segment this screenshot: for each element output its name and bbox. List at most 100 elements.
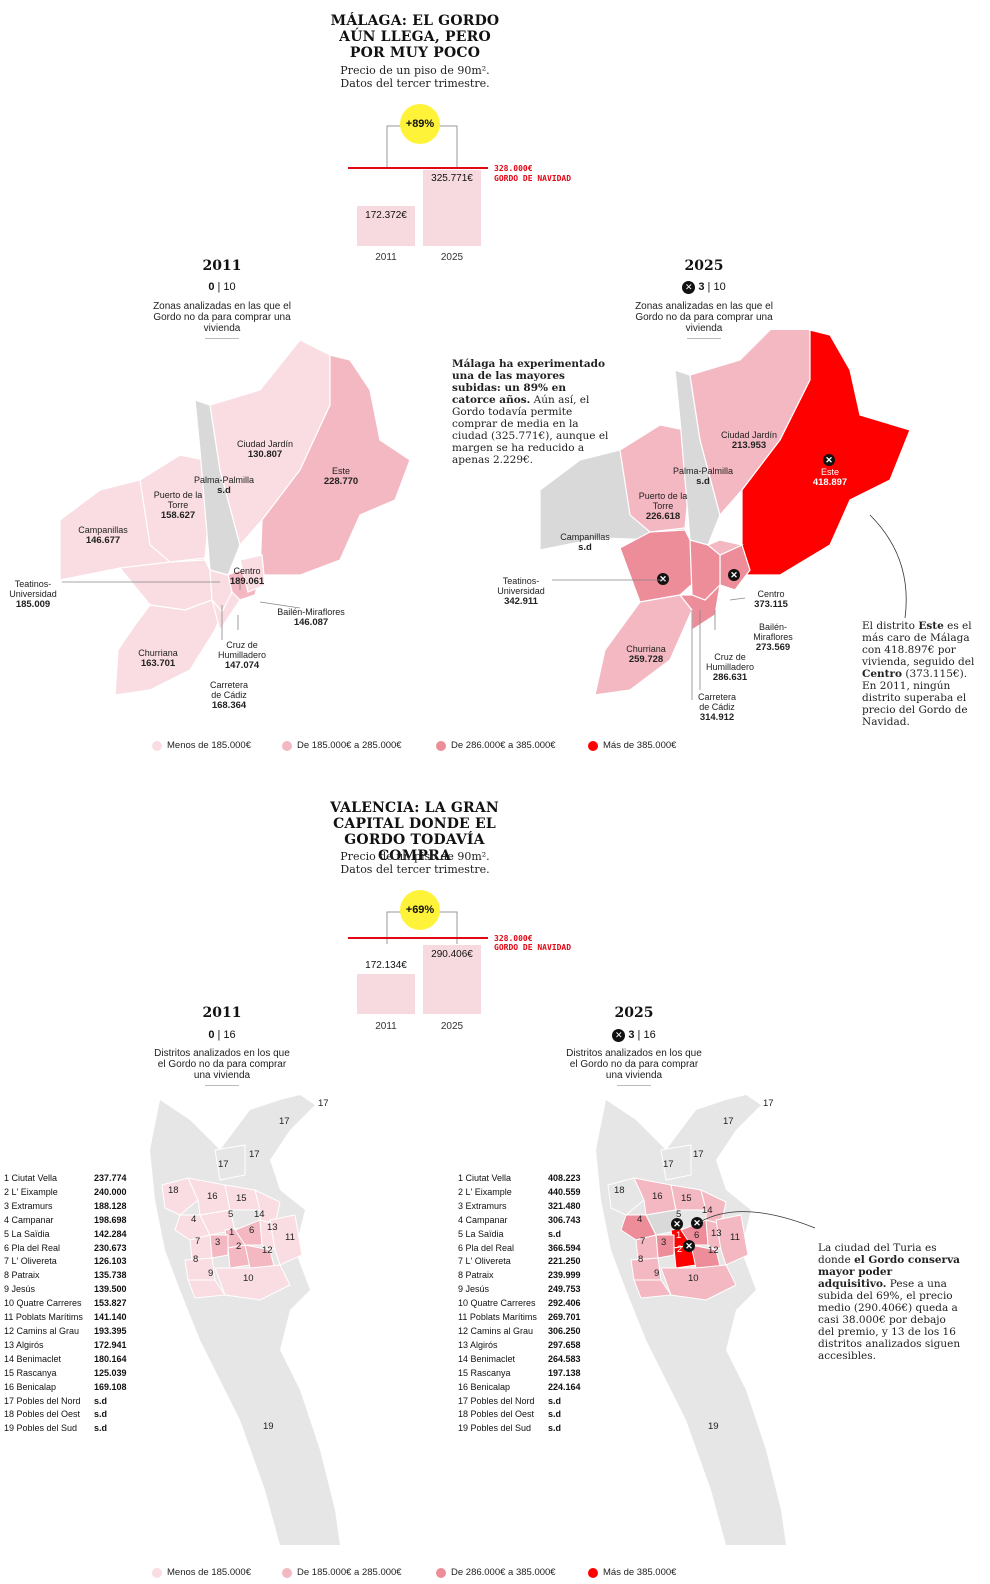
district-name: 5 La Saïdia — [458, 1228, 504, 1239]
map-number: 8 — [193, 1254, 199, 1265]
district-value: 273.569 — [755, 642, 791, 653]
bar-2011-year: 2011 — [375, 252, 397, 263]
malaga-map-2011 — [59, 339, 411, 696]
label-campanillas: Campanillas s.d — [550, 532, 620, 553]
map-number: 17 — [763, 1098, 774, 1109]
map-number: 14 — [702, 1205, 713, 1216]
district-value: 292.406 — [548, 1298, 581, 1309]
divider — [617, 1085, 651, 1086]
x-icon: ✕ — [823, 454, 835, 466]
district-value: 153.827 — [94, 1298, 127, 1309]
district-value: 366.594 — [548, 1242, 581, 1253]
district-row: 14 Benimaclet 180.164 — [4, 1353, 127, 1367]
district-row: 19 Pobles del Sud s.d — [4, 1422, 127, 1436]
district-value: 146.087 — [293, 617, 329, 628]
map-number: 16 — [207, 1191, 218, 1202]
district-value: 130.807 — [247, 449, 283, 460]
bar-2025-year: 2025 — [440, 252, 464, 263]
gordo-value: 328.000€ — [494, 934, 533, 943]
note-text: Pese a una subida del 69%, el precio med… — [818, 1278, 961, 1362]
map-number: 1 — [676, 1230, 682, 1241]
district-row: 12 Camins al Grau 193.395 — [4, 1325, 127, 1339]
district-row: 6 Pla del Real 230.673 — [4, 1242, 127, 1256]
count-value: 3 — [698, 281, 705, 293]
district-value: 240.000 — [94, 1186, 127, 1197]
district-row: 11 Poblats Marítims 269.701 — [458, 1311, 581, 1325]
district-name: 9 Jesús — [4, 1284, 36, 1295]
district-quatre — [660, 1264, 737, 1301]
map-number: 9 — [654, 1268, 660, 1279]
district-pobles-nord — [660, 1144, 692, 1181]
district-value: s.d — [548, 1228, 562, 1239]
district-name: 14 Benimaclet — [458, 1353, 516, 1364]
map-2011-year: 2011 — [202, 1005, 242, 1021]
district-row: 15 Rascanya 197.138 — [458, 1367, 581, 1381]
map-number: 17 — [249, 1149, 260, 1160]
map-number: 3 — [661, 1237, 667, 1248]
district-row: 16 Benicalap 169.108 — [4, 1381, 127, 1395]
district-este — [259, 354, 411, 576]
lead-bold: Málaga ha experimentado una de las mayor… — [452, 358, 606, 406]
district-name: 8 Patraix — [4, 1270, 40, 1281]
valencia-subtitle: Precio de un piso de 90m². Datos del ter… — [340, 850, 490, 876]
label-ciudad-jardin: Ciudad Jardín 130.807 — [230, 439, 300, 460]
label-bailen: Bailén-Miraflores 146.087 — [276, 607, 346, 628]
district-value: s.d — [548, 1395, 562, 1406]
map-number: 6 — [694, 1230, 700, 1241]
district-value: 224.164 — [548, 1381, 581, 1392]
district-row: 13 Algirós 172.941 — [4, 1339, 127, 1353]
district-value: 169.108 — [94, 1381, 127, 1392]
district-name: 1 Ciutat Vella — [4, 1173, 58, 1183]
legend-swatch — [152, 1567, 162, 1578]
district-name: Ciudad Jardín — [236, 439, 294, 449]
district-value: 440.559 — [548, 1186, 581, 1197]
legend-label: Más de 385.000€ — [603, 1567, 677, 1578]
district-name: 11 Poblats Marítims — [4, 1312, 83, 1323]
map-number: 10 — [243, 1273, 254, 1284]
bar-2025-year: 2025 — [440, 1021, 464, 1032]
district-value: 193.395 — [94, 1325, 127, 1336]
label-centro: Centro 189.061 — [215, 566, 279, 587]
bar-2011 — [357, 974, 415, 1014]
bar-2025 — [423, 170, 481, 246]
district-name: 2 L' Eixample — [458, 1186, 512, 1197]
province-outline — [596, 1095, 786, 1545]
district-row: 5 La Saïdia s.d — [458, 1228, 581, 1242]
legend-swatch — [588, 740, 598, 751]
district-value: 172.941 — [94, 1339, 127, 1350]
legend-item: De 286.000€ a 385.000€ — [436, 1567, 556, 1578]
district-value: s.d — [548, 1409, 562, 1420]
note-bold: el Gordo conserva mayor poder adquisitiv… — [818, 1254, 960, 1290]
district-value: 158.627 — [160, 510, 196, 521]
district-name: 4 Campanar — [458, 1214, 508, 1225]
district-row: 4 Campanar 198.698 — [4, 1214, 127, 1228]
bar-2011-value: 172.372€ — [365, 210, 407, 221]
district-name: Teatinos-Universidad — [497, 576, 545, 596]
growth-badge: +89% — [400, 104, 440, 144]
district-name: 17 Pobles del Nord — [4, 1395, 81, 1406]
district-row: 9 Jesús 249.753 — [458, 1283, 581, 1297]
district-name: Este — [331, 466, 350, 476]
map-number: 13 — [267, 1222, 278, 1233]
district-row: 16 Benicalap 224.164 — [458, 1381, 581, 1395]
map-number: 4 — [637, 1214, 643, 1225]
legend-label: Menos de 185.000€ — [167, 1567, 251, 1578]
malaga-title: MÁLAGA: EL GORDO AÚN LLEGA, PERO POR MUY… — [330, 13, 500, 61]
malaga-subtitle: Precio de un piso de 90m². Datos del ter… — [340, 64, 490, 90]
district-name: 1 Ciutat Vella — [458, 1173, 512, 1183]
label-teatinos: Teatinos-Universidad 185.009 — [4, 579, 62, 610]
legend-label: De 286.000€ a 385.000€ — [451, 1567, 556, 1578]
district-name: 13 Algirós — [458, 1339, 498, 1350]
x-icon: ✕ — [728, 569, 740, 581]
label-churriana: Churriana 259.728 — [616, 644, 676, 665]
map-number: 2 — [236, 1241, 242, 1252]
district-row: 2 L' Eixample 440.559 — [458, 1186, 581, 1200]
map-number: 15 — [681, 1193, 692, 1204]
district-value: 188.128 — [94, 1200, 127, 1211]
district-name: 12 Camins al Grau — [4, 1325, 80, 1336]
label-carretera: Carretera de Cádiz 168.364 — [204, 680, 254, 711]
legend-swatch — [152, 740, 162, 751]
district-name: 15 Rascanya — [4, 1367, 57, 1378]
district-value: 314.912 — [699, 712, 735, 723]
map-number: 18 — [168, 1185, 179, 1196]
